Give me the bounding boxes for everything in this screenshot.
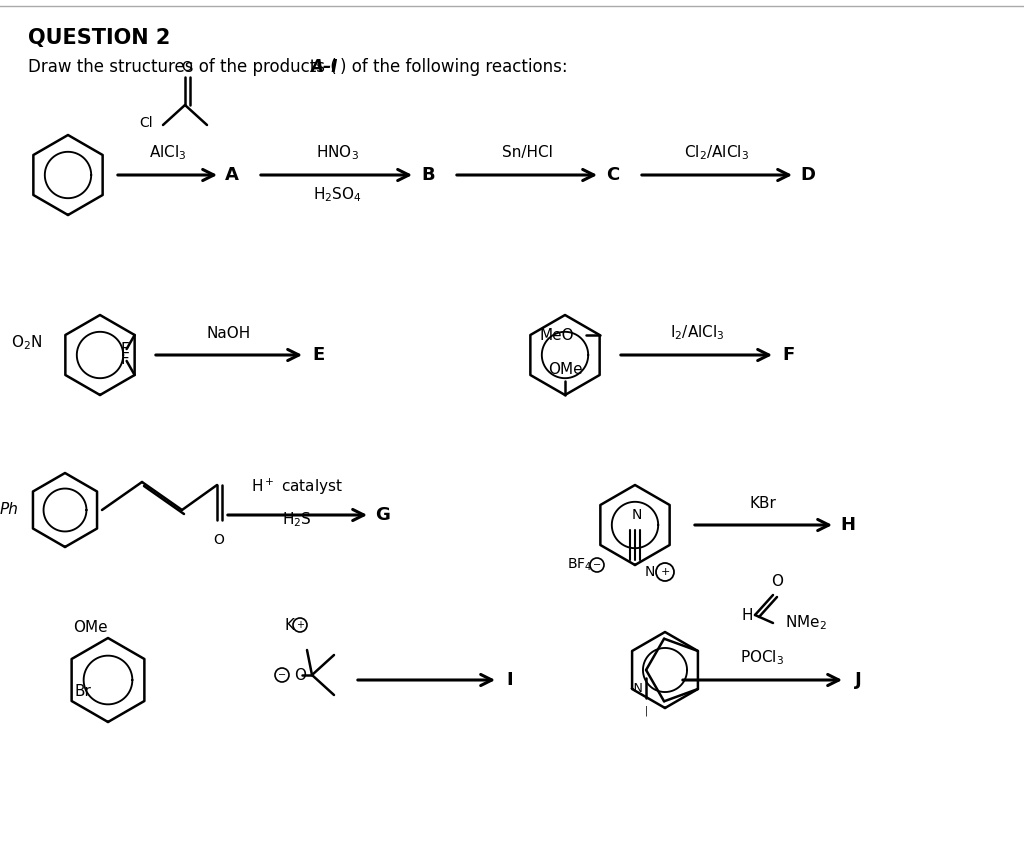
Text: O: O	[771, 574, 783, 589]
Text: OMe: OMe	[548, 362, 583, 376]
Text: A–I: A–I	[310, 58, 337, 76]
Text: N: N	[632, 508, 642, 522]
Text: H$_2$SO$_4$: H$_2$SO$_4$	[312, 186, 361, 204]
Text: O: O	[214, 533, 224, 547]
Text: H: H	[841, 516, 855, 534]
Text: KBr: KBr	[750, 495, 776, 511]
Text: O: O	[294, 667, 306, 683]
Text: +: +	[660, 567, 670, 577]
Text: HNO$_3$: HNO$_3$	[315, 144, 358, 163]
Text: Br: Br	[75, 684, 91, 698]
Text: Draw the structures of the products (: Draw the structures of the products (	[28, 58, 337, 76]
Text: D: D	[801, 166, 815, 184]
Text: H$^+$ catalyst: H$^+$ catalyst	[251, 477, 343, 497]
Text: K: K	[285, 617, 295, 633]
Text: F: F	[120, 342, 129, 356]
Text: Ph: Ph	[0, 503, 18, 517]
Text: -N: -N	[629, 682, 643, 695]
Text: J: J	[855, 671, 861, 689]
Text: MeO: MeO	[539, 327, 573, 343]
Text: I: I	[507, 671, 513, 689]
Text: N: N	[645, 565, 655, 579]
Text: C: C	[606, 166, 620, 184]
Text: |: |	[644, 706, 648, 716]
Text: O$_2$N: O$_2$N	[10, 334, 42, 352]
Text: −: −	[278, 670, 286, 680]
Text: OMe: OMe	[73, 621, 108, 635]
Text: NMe$_2$: NMe$_2$	[785, 614, 826, 632]
Text: H$_2$S: H$_2$S	[283, 511, 312, 530]
Text: AlCl$_3$: AlCl$_3$	[150, 144, 186, 163]
Text: −: −	[593, 560, 601, 570]
Text: F: F	[782, 346, 795, 364]
Text: Cl: Cl	[139, 116, 153, 130]
Text: E: E	[312, 346, 325, 364]
Text: H: H	[741, 608, 753, 623]
Text: I$_2$/AlCl$_3$: I$_2$/AlCl$_3$	[670, 324, 724, 343]
Text: Cl$_2$/AlCl$_3$: Cl$_2$/AlCl$_3$	[684, 144, 750, 163]
Text: +: +	[296, 620, 304, 630]
Text: ) of the following reactions:: ) of the following reactions:	[340, 58, 567, 76]
Text: O: O	[181, 60, 193, 74]
Text: F: F	[120, 351, 129, 367]
Text: POCl$_3$: POCl$_3$	[740, 648, 784, 667]
Text: B: B	[421, 166, 435, 184]
Text: G: G	[376, 506, 390, 524]
Text: A: A	[225, 166, 239, 184]
Text: BF$_4$: BF$_4$	[567, 557, 593, 573]
Text: QUESTION 2: QUESTION 2	[28, 28, 170, 48]
Text: Sn/HCl: Sn/HCl	[502, 146, 552, 160]
Text: NaOH: NaOH	[207, 325, 251, 340]
